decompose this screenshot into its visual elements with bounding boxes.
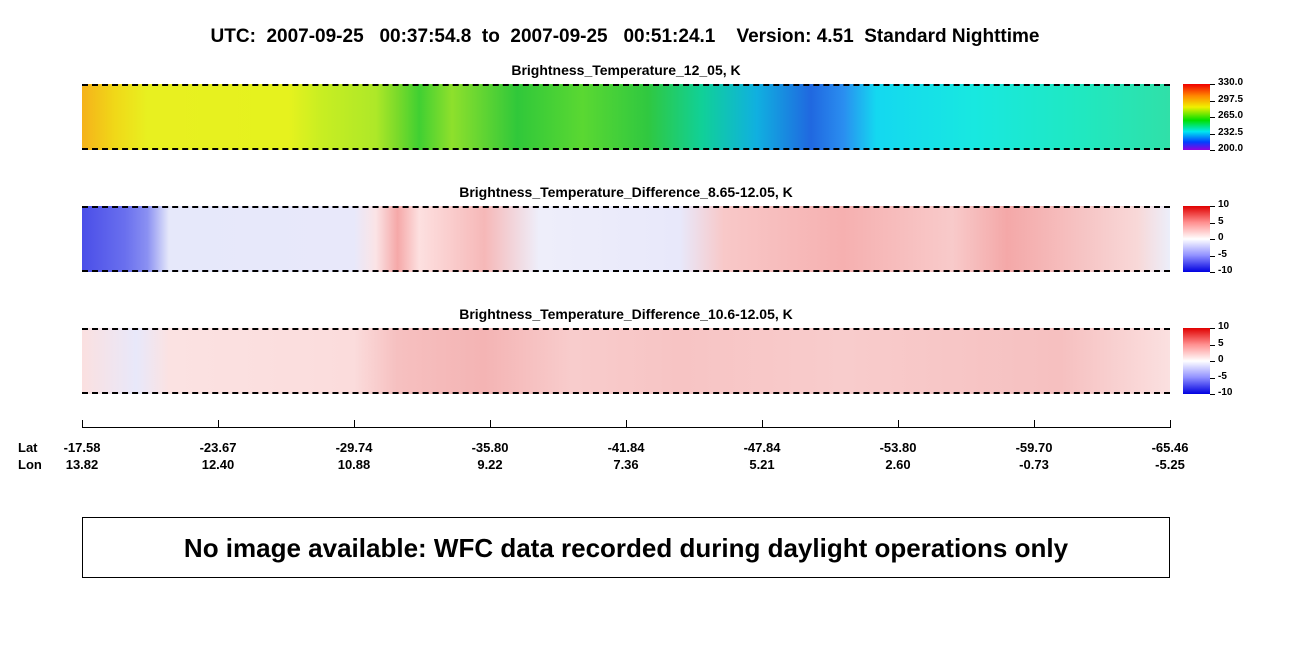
lat-label: -35.80 (471, 440, 509, 455)
lat-label: -41.84 (607, 440, 645, 455)
panel-title: Brightness_Temperature_Difference_10.6-1… (459, 306, 793, 322)
image-strip (82, 84, 1170, 150)
colorbar-tick (1210, 328, 1215, 329)
colorbar-label: 5 (1218, 215, 1224, 227)
colorbar-tick (1210, 150, 1215, 151)
colorbar-label: 232.5 (1218, 126, 1244, 138)
colorbar (1183, 328, 1210, 394)
colorbar-tick (1210, 84, 1215, 85)
title: UTC: 2007-09-25 00:37:54.8 to 2007-09-25… (210, 26, 1040, 47)
axis-tick (82, 420, 83, 428)
lon-label: 9.22 (477, 457, 503, 472)
lon-label: -0.73 (1019, 457, 1049, 472)
colorbar-label: 330.0 (1218, 77, 1244, 88)
axis-tick (490, 420, 491, 428)
lat-label: -65.46 (1151, 440, 1189, 455)
colorbar-label: -10 (1218, 387, 1233, 398)
colorbar-label: -5 (1218, 370, 1227, 382)
colorbar-tick (1210, 222, 1215, 224)
lat-label: -29.74 (335, 440, 373, 455)
colorbar-tick (1210, 361, 1215, 362)
colorbar-tick (1210, 255, 1215, 257)
axis-tick (1034, 420, 1035, 428)
colorbar (1183, 206, 1210, 272)
panel-title: Brightness_Temperature_Difference_8.65-1… (459, 184, 793, 200)
axis-tick (218, 420, 219, 428)
colorbar-label: 297.5 (1218, 93, 1244, 105)
lon-label: 10.88 (337, 457, 371, 472)
colorbar-label: 0 (1218, 232, 1224, 243)
colorbar-tick (1210, 344, 1215, 346)
colorbar-label: 200.0 (1218, 143, 1244, 154)
row-label: Lon (18, 457, 42, 472)
axis-tick (354, 420, 355, 428)
lon-label: 7.36 (613, 457, 639, 472)
colorbar-tick (1210, 272, 1215, 273)
lon-label: 13.82 (65, 457, 99, 472)
lat-label: -17.58 (63, 440, 101, 455)
lat-label: -59.70 (1015, 440, 1053, 455)
colorbar-label: -10 (1218, 265, 1233, 276)
colorbar-tick (1210, 133, 1215, 135)
colorbar-tick (1210, 377, 1215, 379)
panel-title: Brightness_Temperature_12_05, K (511, 62, 741, 78)
colorbar-tick (1210, 117, 1215, 118)
colorbar-tick (1210, 206, 1215, 207)
axis-tick (762, 420, 763, 428)
colorbar-label: 10 (1218, 321, 1230, 332)
lat-label: -23.67 (199, 440, 237, 455)
notice: No image available: WFC data recorded du… (183, 533, 1069, 563)
lon-label: 2.60 (885, 457, 911, 472)
colorbar-tick (1210, 394, 1215, 395)
row-label: Lat (18, 440, 38, 455)
image-strip (82, 206, 1170, 272)
colorbar-tick (1210, 239, 1215, 240)
axis-tick (898, 420, 899, 428)
colorbar-label: 5 (1218, 337, 1224, 349)
axis-tick (626, 420, 627, 428)
lon-label: 12.40 (201, 457, 235, 472)
lat-label: -47.84 (743, 440, 781, 455)
axis-tick (1170, 420, 1171, 428)
image-strip (82, 328, 1170, 394)
lon-label: 5.21 (749, 457, 775, 472)
colorbar-label: 0 (1218, 354, 1224, 365)
lat-label: -53.80 (879, 440, 917, 455)
lon-label: -5.25 (1155, 457, 1185, 472)
notice-box: No image available: WFC data recorded du… (82, 517, 1170, 578)
colorbar (1183, 84, 1210, 150)
colorbar-label: -5 (1218, 248, 1227, 260)
colorbar-label: 10 (1218, 199, 1230, 210)
colorbar-label: 265.0 (1218, 110, 1244, 121)
colorbar-tick (1210, 100, 1215, 102)
